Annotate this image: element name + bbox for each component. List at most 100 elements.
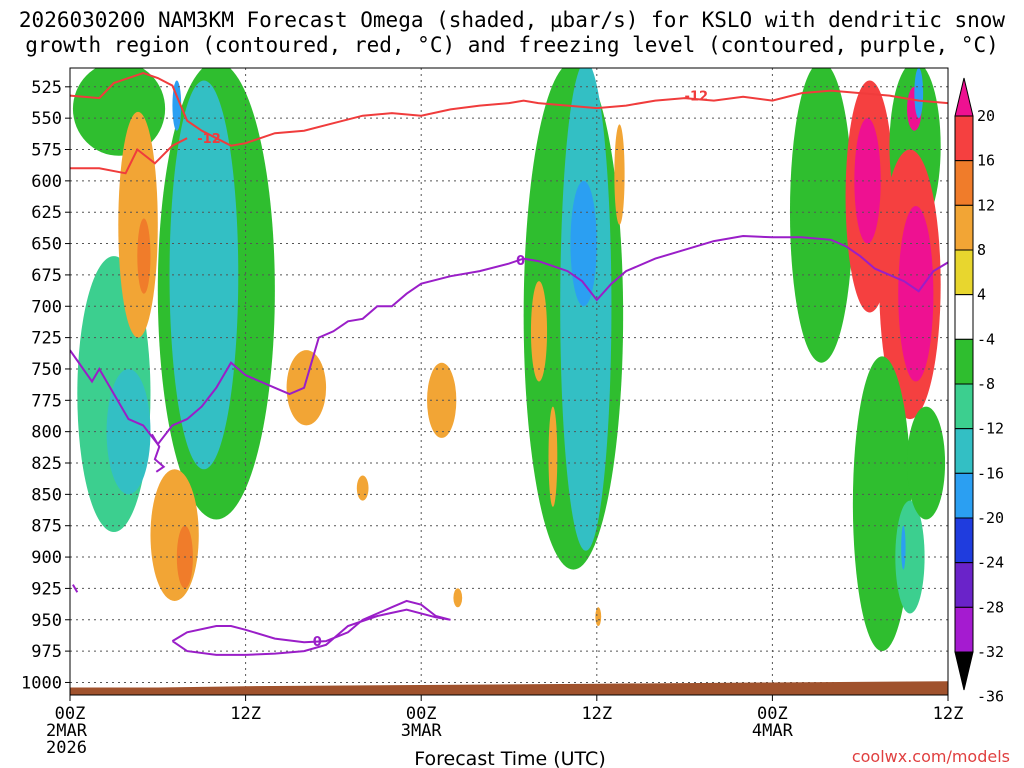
x-tick-label: 00Z: [55, 704, 86, 724]
colorbar-bottom-triangle: [954, 651, 974, 691]
freezing-contour-label: 0: [516, 254, 525, 269]
y-tick-label: 975: [31, 642, 62, 662]
y-tick-label: 850: [31, 485, 62, 505]
plot-frame: [69, 67, 949, 696]
omega-region: [854, 118, 881, 244]
y-tick-label: 625: [31, 203, 62, 223]
omega-region: [548, 406, 558, 507]
y-tick-label: 900: [31, 548, 62, 568]
colorbar-swatch: [954, 115, 974, 162]
colorbar-label: -12: [977, 420, 1004, 438]
y-tick-label: 825: [31, 454, 62, 474]
colorbar-swatch: [954, 517, 974, 564]
omega-region: [118, 111, 158, 338]
x-tick-label: 4MAR: [752, 721, 794, 741]
x-axis-label: Forecast Time (UTC): [414, 748, 605, 768]
colorbar-swatch: [954, 160, 974, 206]
y-tick-label: 700: [31, 297, 62, 317]
y-tick-label: 800: [31, 423, 62, 443]
omega-region: [901, 525, 906, 570]
colorbar-swatch: [954, 204, 974, 251]
colorbar-label: -20: [977, 509, 1004, 527]
omega-region: [914, 68, 924, 119]
colorbar-label: -28: [977, 598, 1004, 616]
y-tick-label: 675: [31, 266, 62, 286]
colorbar-swatch: [954, 428, 974, 474]
freezing-contour-line: [151, 433, 166, 473]
y-tick-label: 925: [31, 579, 62, 599]
omega-region: [852, 356, 912, 652]
colorbar-label: 16: [977, 152, 995, 170]
terrain-area: [70, 681, 948, 695]
grid-lines: [70, 68, 948, 695]
omega-region: [898, 205, 934, 382]
colorbar-swatch: [954, 472, 974, 519]
omega-region: [614, 124, 625, 225]
x-tick-label: 00Z: [757, 704, 788, 724]
colorbar-label: 12: [977, 196, 995, 214]
freezing-contour-line: [70, 234, 948, 446]
credit-text: coolwx.com/models: [852, 747, 1010, 766]
y-tick-label: 775: [31, 391, 62, 411]
omega-region: [150, 469, 199, 601]
y-tick-label: 750: [31, 360, 62, 380]
x-tick-label: 00Z: [406, 704, 437, 724]
dgz-contours: -12 -12: [70, 71, 948, 175]
dgz-contour-line: [70, 71, 948, 147]
omega-region: [453, 588, 463, 608]
colorbar-swatch: [954, 294, 974, 340]
x-tick-label: 12Z: [581, 704, 612, 724]
x-tick-label: 2MAR: [46, 721, 88, 741]
colorbar-label: -16: [977, 464, 1004, 482]
colorbar-label: 4: [977, 286, 986, 304]
dgz-contour-label: -12: [197, 132, 221, 147]
omega-region: [356, 475, 369, 501]
colorbar-label: -8: [977, 375, 995, 393]
y-tick-label: 725: [31, 329, 62, 349]
freezing-contour-label: 0: [313, 635, 322, 650]
omega-region: [530, 281, 548, 382]
y-tick-label: 575: [31, 141, 62, 161]
x-tick-label: 12Z: [230, 704, 261, 724]
y-tick-label: 875: [31, 517, 62, 537]
x-tick-label: 3MAR: [401, 721, 443, 741]
colorbar-swatch: [954, 338, 974, 385]
colorbar-swatch: [954, 562, 974, 608]
x-tick-label: 2026: [46, 738, 87, 758]
chart-title-line2: growth region (contoured, red, °C) and f…: [25, 33, 999, 57]
y-tick-label: 1000: [21, 673, 62, 693]
y-tick-label: 600: [31, 172, 62, 192]
y-tick-label: 550: [31, 109, 62, 129]
omega-region: [907, 406, 946, 520]
y-tick-label: 950: [31, 611, 62, 631]
y-axis: 525 550 575 600 625 650 675 700 725 750 775 800 825 8…: [21, 78, 70, 693]
dgz-contour-line: [70, 137, 188, 175]
colorbar-swatch: [954, 383, 974, 430]
omega-region: [427, 362, 457, 438]
freezing-contour-line: [72, 584, 79, 593]
colorbar-label: -32: [977, 643, 1004, 661]
y-tick-label: 650: [31, 235, 62, 255]
dgz-contour-label: -12: [685, 90, 709, 105]
freezing-contours: 00: [70, 234, 948, 656]
omega-region: [137, 218, 151, 294]
omega-region: [286, 350, 327, 426]
y-tick-label: 525: [31, 78, 62, 98]
colorbar-label: 20: [977, 107, 995, 125]
colorbar-top-triangle: [954, 77, 974, 117]
colorbar-label: -24: [977, 554, 1004, 572]
terrain-layer: [70, 681, 948, 695]
colorbar-label: -4: [977, 330, 995, 348]
omega-region: [570, 180, 597, 307]
omega-region: [595, 607, 602, 627]
colorbar-label: 8: [977, 241, 986, 259]
colorbar-label: -36: [977, 688, 1004, 706]
x-tick-label: 12Z: [933, 704, 964, 724]
colorbar-swatch: [954, 606, 974, 653]
colorbar: 20 16 12 8 4 -4 -8 -12 -16 -20 -24 -28 -32 -36: [954, 77, 1004, 706]
omega-region: [789, 68, 853, 363]
chart-title-line1: 2026030200 NAM3KM Forecast Omega (shaded…: [19, 8, 1006, 32]
omega-region: [560, 68, 612, 551]
